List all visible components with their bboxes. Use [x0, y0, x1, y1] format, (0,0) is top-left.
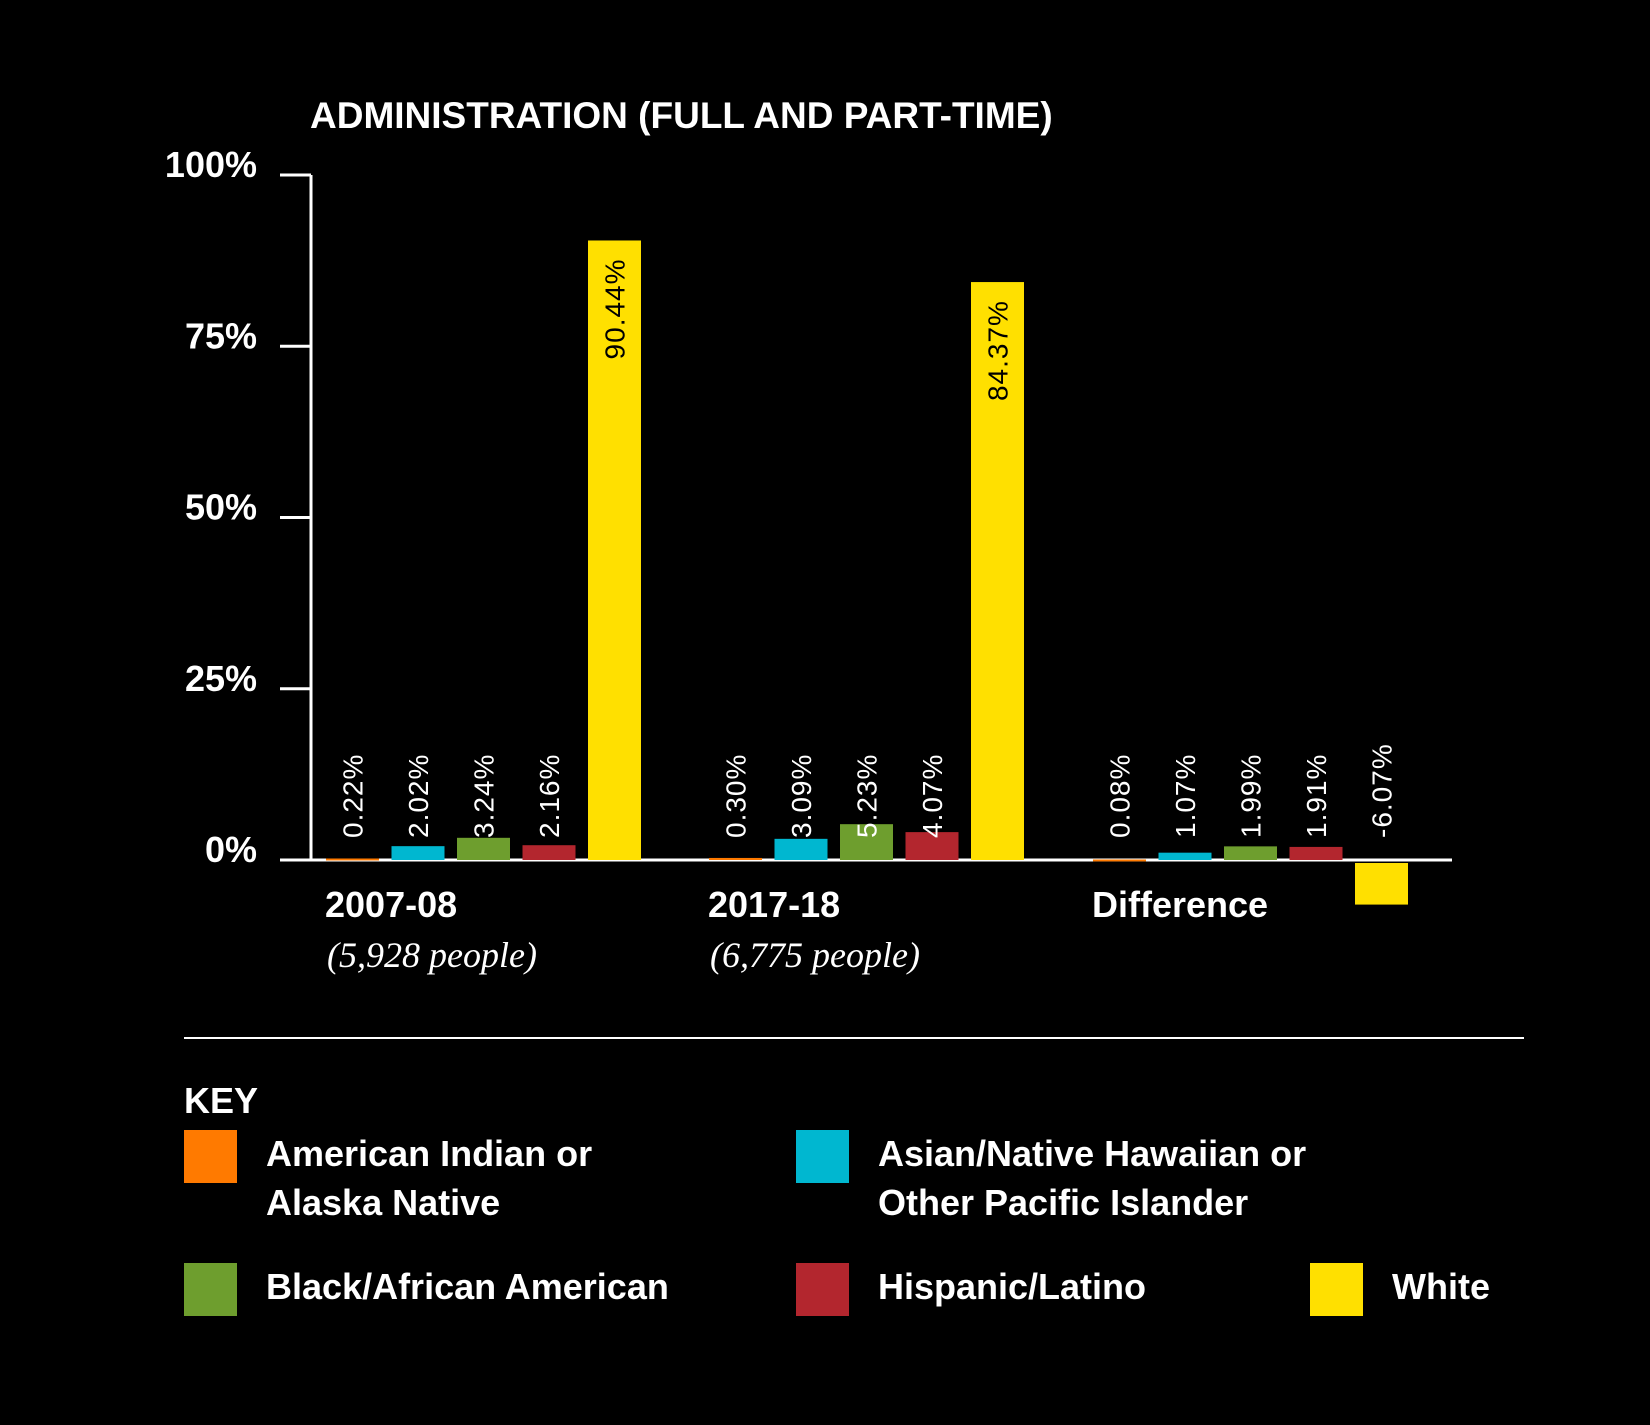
legend: KEY American Indian or Alaska Native Asi… — [184, 1080, 1524, 1340]
legend-label-hispanic: Hispanic/Latino — [878, 1266, 1147, 1307]
value-label: 5.23% — [852, 754, 883, 838]
legend-swatch-white — [1310, 1263, 1363, 1316]
bar-chart: ADMINISTRATION (FULL AND PART-TIME) 100%… — [165, 95, 1452, 975]
category-label: Difference — [1092, 884, 1268, 925]
y-tick-label: 25% — [185, 658, 257, 699]
chart-title: ADMINISTRATION (FULL AND PART-TIME) — [310, 95, 1053, 136]
value-label: 4.07% — [917, 754, 948, 838]
bar-2017-18-series-1 — [774, 838, 828, 860]
bar-difference-series-1 — [1158, 852, 1212, 860]
category-label: 2017-18 — [708, 884, 840, 925]
y-tick-label: 75% — [185, 315, 257, 356]
bar-2007-08-series-0 — [326, 858, 379, 861]
category-labels-group: 2007-08 (5,928 people) 2017-18 (6,775 peopl… — [325, 884, 1268, 975]
legend-item-hispanic: Hispanic/Latino — [796, 1263, 1146, 1316]
value-label: -6.07% — [1367, 743, 1398, 838]
value-label: 0.30% — [721, 754, 752, 838]
bars-group — [326, 240, 1408, 905]
bar-2017-18-series-2 — [840, 824, 893, 860]
y-tick-label: 100% — [165, 144, 257, 185]
bar-difference-series-2 — [1224, 846, 1277, 860]
legend-item-black: Black/African American — [184, 1263, 669, 1316]
value-label: 3.24% — [469, 754, 500, 838]
bar-2007-08-series-3 — [522, 845, 576, 860]
bar-2017-18-series-0 — [709, 857, 762, 860]
value-label: 0.22% — [338, 754, 369, 838]
bar-difference-series-0 — [1093, 859, 1146, 862]
legend-label-black: Black/African American — [266, 1266, 669, 1307]
bar-difference-series-4 — [1355, 863, 1408, 905]
value-label: 1.07% — [1170, 754, 1201, 838]
legend-label-american-indian: American Indian or Alaska Native — [266, 1133, 593, 1223]
value-label: 84.37% — [983, 300, 1014, 401]
legend-label-asian: Asian/Native Hawaiian or Other Pacific I… — [878, 1133, 1307, 1223]
bar-2007-08-series-1 — [391, 846, 445, 860]
y-tick-label: 0% — [205, 829, 257, 870]
bar-2017-18-series-4 — [971, 282, 1024, 860]
value-label: 1.99% — [1236, 754, 1267, 838]
legend-item-asian: Asian/Native Hawaiian or Other Pacific I… — [796, 1130, 1398, 1227]
value-label: 2.16% — [534, 754, 565, 838]
legend-label-white: White — [1392, 1266, 1490, 1307]
bar-difference-series-3 — [1289, 846, 1343, 860]
bar-2017-18-series-3 — [905, 832, 959, 860]
bar-2007-08-series-2 — [457, 837, 510, 860]
legend-swatch-black — [184, 1263, 237, 1316]
divider-line — [184, 1037, 1524, 1039]
category-sublabel: (6,775 people) — [710, 935, 920, 975]
category-label: 2007-08 — [325, 884, 457, 925]
value-label: 1.91% — [1301, 754, 1332, 838]
legend-item-white: White — [1310, 1263, 1490, 1316]
legend-swatch-american-indian — [184, 1130, 237, 1183]
bar-2007-08-series-4 — [588, 240, 641, 861]
value-label: 2.02% — [403, 754, 434, 838]
legend-title: KEY — [184, 1080, 259, 1121]
value-labels-group: 0.22% 2.02% 3.24% 2.16% 90.44% 0.30% 3.09% 5.23… — [338, 258, 1398, 838]
y-tick-label: 50% — [185, 487, 257, 528]
value-label: 0.08% — [1105, 754, 1136, 838]
value-label: 90.44% — [600, 258, 631, 359]
legend-swatch-asian — [796, 1130, 849, 1183]
category-sublabel: (5,928 people) — [327, 935, 537, 975]
legend-swatch-hispanic — [796, 1263, 849, 1316]
value-label: 3.09% — [786, 754, 817, 838]
legend-item-american-indian: American Indian or Alaska Native — [184, 1130, 686, 1227]
